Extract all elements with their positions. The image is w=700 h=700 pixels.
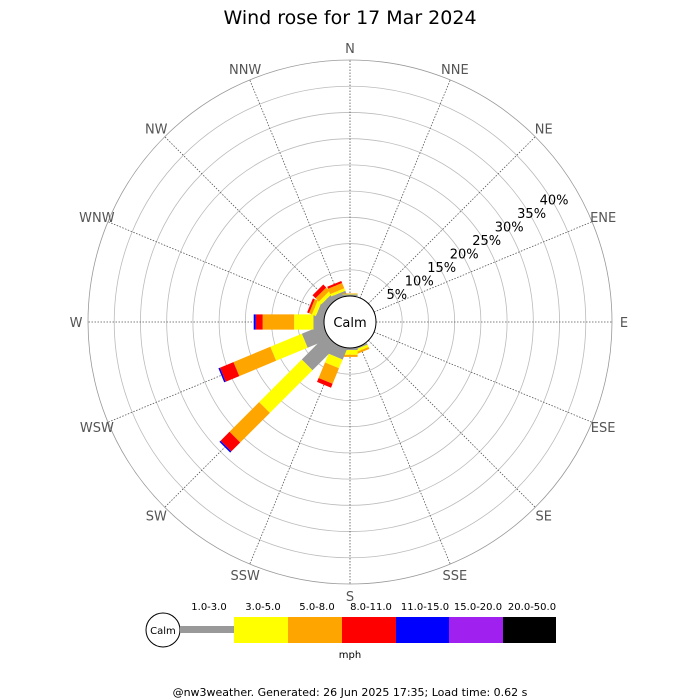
- legend-unit: mph: [339, 650, 361, 661]
- bar-nnw-bin-0: [331, 290, 348, 301]
- bar-sw-bin-0: [301, 335, 337, 371]
- bar-w-bin-2: [262, 314, 295, 330]
- spoke-ese: [373, 331, 593, 423]
- speed-legend: Calm 1.0-3.0 3.0-5.0 5.0-8.0 8.0-11.0 11.0-15…: [145, 602, 556, 661]
- legend-label-1: 3.0-5.0: [245, 602, 280, 613]
- bar-nw-bin-2: [315, 287, 330, 302]
- legend-label-0: 1.0-3.0: [191, 602, 226, 613]
- bar-nnw-bin-3: [327, 281, 343, 289]
- radial-tick-10: 10%: [405, 275, 434, 290]
- legend-swatch-0: [180, 626, 234, 633]
- spoke-ne: [368, 136, 536, 304]
- spoke-sse: [359, 345, 451, 565]
- calm-label: Calm: [333, 316, 366, 331]
- bar-nw-bin-3: [312, 284, 327, 299]
- direction-label-se: SE: [536, 510, 552, 525]
- direction-label-wnw: WNW: [79, 211, 115, 226]
- outer-ring: [87, 59, 613, 585]
- radial-tick-30: 30%: [495, 221, 524, 236]
- bar-n-bin-1: [342, 293, 358, 295]
- chart-title: Wind rose for 17 Mar 2024: [223, 7, 476, 29]
- radial-tick-25: 25%: [472, 234, 501, 249]
- radial-tick-5: 5%: [386, 288, 407, 303]
- direction-label-nw: NW: [145, 122, 168, 137]
- axis-labels: N NNE NE ENE E ESE SE SSE S SSW SW WSW W WNW NW NNW 5%10…: [70, 42, 629, 605]
- bar-nnw-bin-2: [328, 283, 345, 295]
- legend-swatch-1: [234, 617, 288, 643]
- bar-sw-bin-1: [259, 359, 313, 413]
- bar-wsw-bin-0: [301, 324, 329, 348]
- legend-label-2: 5.0-8.0: [299, 602, 334, 613]
- direction-label-ssw: SSW: [230, 569, 260, 584]
- bar-wsw-bin-1: [270, 333, 308, 361]
- direction-label-ene: ENE: [590, 211, 616, 226]
- direction-label-wsw: WSW: [80, 421, 114, 436]
- legend-label-6: 20.0-50.0: [508, 602, 556, 613]
- bar-s-bin-1: [342, 350, 358, 355]
- bar-sw-bin-4: [219, 440, 232, 453]
- bar-ssw-bin-2: [318, 362, 339, 384]
- bar-n-bin-2: [342, 293, 358, 294]
- direction-label-e: E: [620, 316, 628, 331]
- bar-nw-bin-1: [318, 290, 333, 305]
- spoke-nne: [359, 79, 451, 299]
- spoke-nw: [164, 136, 332, 304]
- bar-sw-bin-3: [220, 431, 241, 452]
- wind-bars: [218, 281, 370, 453]
- bar-wnw-bin-2: [309, 299, 318, 315]
- bar-nnw-bin-1: [330, 288, 346, 297]
- bar-w-bin-1: [294, 314, 314, 330]
- direction-label-nnw: NNW: [229, 63, 261, 78]
- bar-ssw-bin-1: [325, 353, 343, 369]
- polar-grid: [87, 59, 613, 585]
- legend-swatch-4: [396, 617, 449, 643]
- spoke-wnw: [107, 221, 327, 313]
- bar-wsw-bin-3: [219, 362, 240, 382]
- direction-label-ne: NE: [535, 122, 553, 137]
- spoke-se: [368, 340, 536, 508]
- direction-label-nne: NNE: [441, 63, 469, 78]
- legend-calm-label: Calm: [150, 626, 176, 637]
- direction-label-sse: SSE: [442, 569, 467, 584]
- direction-label-n: N: [345, 42, 355, 57]
- legend-swatch-3: [342, 617, 396, 643]
- legend-label-4: 11.0-15.0: [401, 602, 449, 613]
- direction-label-ese: ESE: [591, 421, 616, 436]
- bar-wnw-bin-3: [307, 298, 315, 314]
- direction-label-sw: SW: [146, 510, 167, 525]
- bar-wsw-bin-4: [218, 367, 226, 383]
- radial-tick-15: 15%: [427, 261, 456, 276]
- radial-tick-20: 20%: [450, 248, 479, 263]
- radial-tick-40: 40%: [540, 194, 569, 209]
- bar-s-bin-2: [342, 354, 358, 357]
- bar-sse-bin-2: [354, 347, 370, 355]
- legend-swatch-5: [449, 617, 503, 643]
- legend-swatch-6: [503, 617, 556, 643]
- bar-n-bin-0: [342, 294, 358, 296]
- bar-wsw-bin-2: [233, 346, 277, 377]
- calm-disc: [323, 295, 377, 349]
- legend-swatch-2: [288, 617, 342, 643]
- grid-ring-25: [192, 164, 508, 480]
- grid-ring-40: [113, 85, 587, 559]
- bar-w-bin-4: [253, 314, 256, 330]
- bar-sw-bin-2: [229, 402, 270, 443]
- spoke-nnw: [249, 79, 341, 299]
- direction-label-s: S: [346, 590, 354, 605]
- footer-text: @nw3weather. Generated: 26 Jun 2025 17:3…: [173, 686, 528, 699]
- calm-circle: Calm: [323, 295, 377, 349]
- bar-wnw-bin-1: [311, 300, 322, 317]
- legend-label-5: 15.0-20.0: [454, 602, 502, 613]
- bar-w-bin-3: [255, 314, 263, 330]
- direction-label-w: W: [70, 316, 83, 331]
- bar-ssw-bin-3: [317, 378, 333, 388]
- legend-label-3: 8.0-11.0: [350, 602, 392, 613]
- radial-tick-35: 35%: [517, 207, 546, 222]
- grid-ring-20: [218, 190, 482, 454]
- spoke-ene: [373, 221, 593, 313]
